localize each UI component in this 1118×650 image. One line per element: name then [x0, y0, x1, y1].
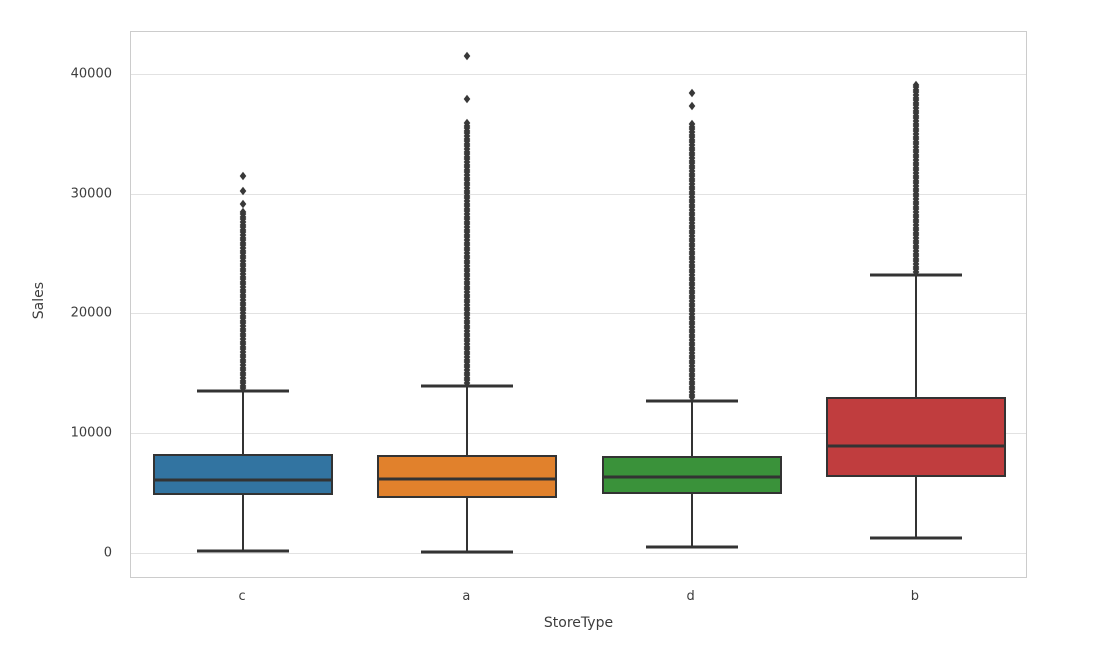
- gridline: [131, 433, 1026, 435]
- y-tick-label: 10000: [70, 425, 112, 441]
- lower-whisker-cap: [645, 545, 738, 549]
- median-line: [378, 477, 557, 481]
- gridline: [131, 74, 1026, 76]
- lower-whisker-line: [242, 495, 245, 551]
- median-line: [826, 444, 1005, 448]
- upper-whisker-line: [242, 391, 245, 454]
- x-tick-label: c: [238, 589, 246, 604]
- outlier-diamond: [464, 94, 471, 104]
- lower-whisker-line: [914, 477, 917, 538]
- x-tick-label: b: [910, 589, 919, 604]
- x-axis-label: StoreType: [543, 615, 614, 631]
- y-tick-label: 40000: [70, 66, 112, 82]
- box-b: [825, 397, 1006, 478]
- lower-whisker-line: [466, 497, 469, 553]
- outlier-diamond: [688, 101, 695, 111]
- lower-whisker-cap: [869, 536, 962, 540]
- box-a: [377, 454, 558, 498]
- lower-whisker-cap: [421, 550, 514, 554]
- gridline: [131, 313, 1026, 315]
- outlier-diamond: [239, 171, 247, 180]
- median-line: [154, 478, 333, 482]
- gridline: [131, 552, 1026, 554]
- lower-whisker-line: [690, 494, 693, 547]
- y-tick-label: 30000: [70, 186, 112, 202]
- outlier-diamond: [688, 88, 695, 98]
- box-c: [153, 453, 334, 496]
- lower-whisker-cap: [197, 549, 290, 553]
- median-line: [602, 475, 781, 479]
- gridline: [131, 193, 1026, 195]
- y-tick-label: 0: [103, 545, 112, 561]
- plot-area: [130, 31, 1027, 578]
- outlier-diamond: [464, 51, 471, 61]
- upper-whisker-line: [466, 386, 469, 455]
- upper-whisker-line: [690, 400, 693, 457]
- upper-whisker-line: [914, 274, 917, 398]
- x-tick-label: d: [686, 589, 695, 604]
- x-tick-label: a: [462, 589, 471, 604]
- outlier-diamond: [239, 200, 247, 209]
- y-tick-label: 20000: [70, 305, 112, 321]
- box-d: [601, 456, 782, 495]
